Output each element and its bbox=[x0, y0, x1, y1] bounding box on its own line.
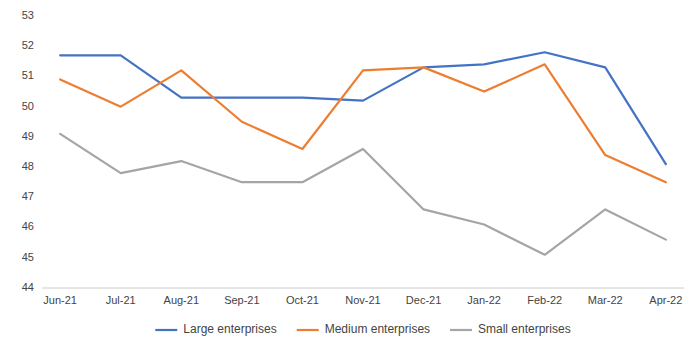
y-tick-label: 53 bbox=[22, 9, 34, 21]
x-tick-label: Dec-21 bbox=[406, 294, 441, 306]
y-tick-label: 48 bbox=[22, 160, 34, 172]
x-axis: Jun-21 Jul-21 Aug-21 Sep-21 Oct-21 Nov-21 Dec-… bbox=[42, 288, 684, 306]
legend: Large enterprises Medium enterprises Small… bbox=[155, 322, 570, 336]
legend-key bbox=[297, 329, 319, 331]
chart-container: 44 45 46 47 48 49 50 51 52 53 Jun-21 Jul-21 Aug-21 Se… bbox=[0, 0, 700, 350]
y-tick-label: 52 bbox=[22, 39, 34, 51]
x-tick-label: Jul-21 bbox=[106, 294, 136, 306]
y-tick-label: 44 bbox=[22, 281, 34, 293]
lines bbox=[60, 52, 666, 254]
legend-label: Large enterprises bbox=[183, 322, 276, 336]
x-tick-label: Feb-22 bbox=[527, 294, 562, 306]
x-tick-label: Oct-21 bbox=[286, 294, 319, 306]
legend-label: Small enterprises bbox=[478, 322, 571, 336]
chart-svg: 44 45 46 47 48 49 50 51 52 53 Jun-21 Jul-21 Aug-21 Se… bbox=[0, 0, 700, 350]
legend-item: Medium enterprises bbox=[297, 322, 430, 336]
y-tick-label: 49 bbox=[22, 130, 34, 142]
x-tick-label: Jun-21 bbox=[43, 294, 77, 306]
x-tick-label: Sep-21 bbox=[224, 294, 259, 306]
legend-item: Large enterprises bbox=[155, 322, 276, 336]
legend-item: Small enterprises bbox=[450, 322, 571, 336]
y-tick-label: 50 bbox=[22, 100, 34, 112]
x-tick-label: Aug-21 bbox=[164, 294, 199, 306]
legend-key bbox=[155, 329, 177, 331]
series-line bbox=[60, 134, 666, 255]
y-tick-label: 46 bbox=[22, 220, 34, 232]
x-axis-line bbox=[42, 288, 684, 289]
y-tick-label: 47 bbox=[22, 190, 34, 202]
x-tick-label: Nov-21 bbox=[345, 294, 380, 306]
x-tick-label: Mar-22 bbox=[588, 294, 623, 306]
x-tick-label: Apr-22 bbox=[649, 294, 682, 306]
legend-key bbox=[450, 329, 472, 331]
y-tick-label: 45 bbox=[22, 251, 34, 263]
y-tick-label: 51 bbox=[22, 69, 34, 81]
series-line bbox=[60, 64, 666, 182]
x-tick-label: Jan-22 bbox=[467, 294, 501, 306]
y-axis: 44 45 46 47 48 49 50 51 52 53 bbox=[22, 9, 34, 293]
legend-label: Medium enterprises bbox=[325, 322, 430, 336]
